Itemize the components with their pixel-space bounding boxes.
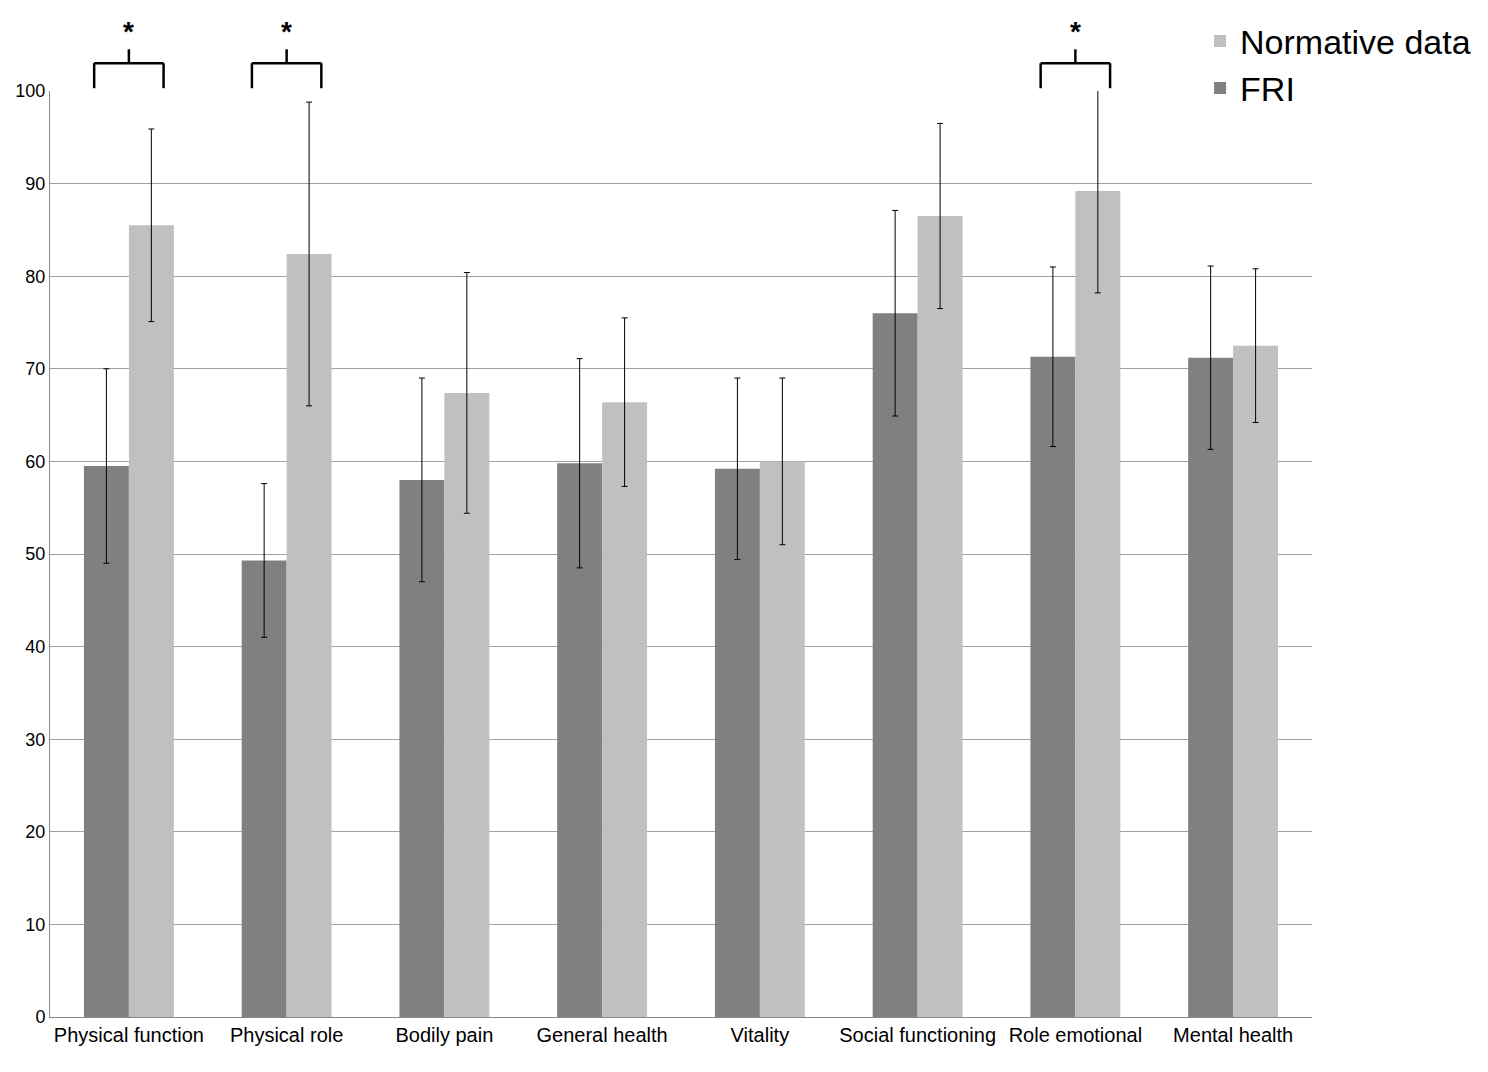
svg-text:20: 20 [25, 822, 45, 842]
svg-text:100: 100 [15, 81, 45, 101]
svg-text:70: 70 [25, 359, 45, 379]
svg-text:80: 80 [25, 267, 45, 287]
svg-text:60: 60 [25, 452, 45, 472]
svg-text:*: * [281, 16, 292, 47]
svg-text:Mental health: Mental health [1173, 1024, 1293, 1046]
svg-text:Normative data: Normative data [1240, 23, 1471, 61]
svg-text:10: 10 [25, 915, 45, 935]
svg-text:Bodily pain: Bodily pain [395, 1024, 493, 1046]
svg-text:40: 40 [25, 637, 45, 657]
svg-text:FRI: FRI [1240, 70, 1295, 108]
svg-text:50: 50 [25, 544, 45, 564]
svg-text:*: * [1070, 16, 1081, 47]
svg-text:Vitality: Vitality [731, 1024, 790, 1046]
svg-text:90: 90 [25, 174, 45, 194]
svg-text:Physical role: Physical role [230, 1024, 343, 1046]
svg-text:Physical function: Physical function [54, 1024, 204, 1046]
svg-text:General health: General health [537, 1024, 668, 1046]
svg-text:Role emotional: Role emotional [1009, 1024, 1142, 1046]
svg-text:Social functioning: Social functioning [839, 1024, 996, 1046]
svg-text:*: * [123, 16, 134, 47]
svg-text:30: 30 [25, 730, 45, 750]
svg-text:0: 0 [35, 1007, 45, 1027]
